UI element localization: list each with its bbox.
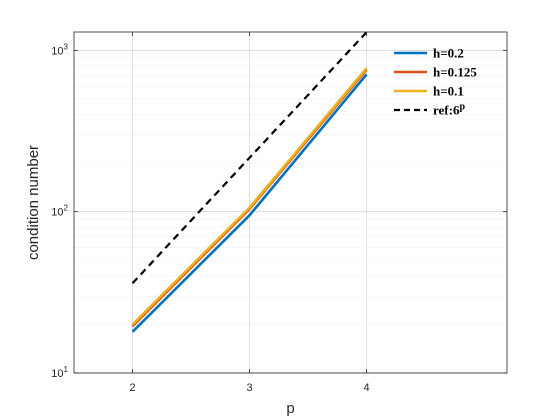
- legend: h=0.2 h=0.125 h=0.1 ref:6p: [394, 46, 477, 118]
- legend-label: h=0.125: [433, 65, 477, 80]
- y-axis-label: condition number: [25, 145, 42, 260]
- x-tick-label: 4: [364, 382, 370, 394]
- x-tick-label: 2: [129, 382, 135, 394]
- legend-label: ref:6p: [433, 102, 465, 118]
- x-tick-label: 3: [246, 382, 252, 394]
- plot-area-frame: [73, 31, 508, 374]
- legend-label: h=0.1: [433, 84, 464, 99]
- series-line: [131, 73, 368, 333]
- series-line: [131, 67, 368, 326]
- legend-label: h=0.2: [433, 46, 464, 61]
- series-layer: [131, 32, 368, 333]
- series-line: [131, 32, 368, 285]
- x-axis-label: p: [286, 400, 294, 417]
